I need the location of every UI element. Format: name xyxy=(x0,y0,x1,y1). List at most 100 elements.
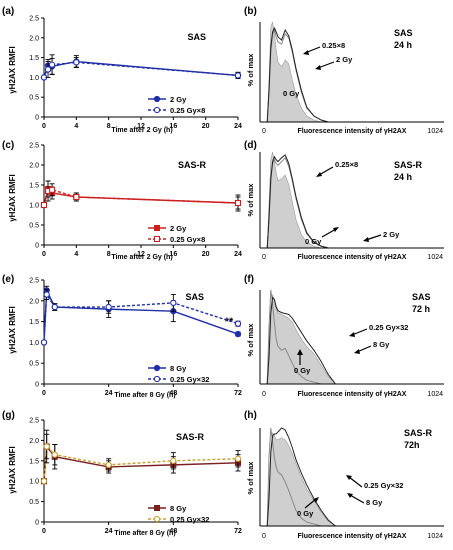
panel-f-x1: 1024 xyxy=(427,391,443,398)
label-single: 8 Gy xyxy=(373,340,390,349)
y-tick-label: 0.5 xyxy=(29,95,39,102)
panel-c-ylabel: γH2AX RMFI xyxy=(8,174,17,222)
panel-d-ylabel: % of max xyxy=(246,183,255,217)
data-point xyxy=(105,303,112,311)
legend-marker xyxy=(153,515,161,523)
panel-b-title-2: 24 h xyxy=(394,40,412,50)
panel-d-x0: 0 xyxy=(262,254,266,261)
x-tick-label: 12 xyxy=(137,123,145,130)
y-tick-label: 2.5 xyxy=(29,143,39,150)
panel-c-xlabel: Time after 2 Gy (h) xyxy=(111,254,172,261)
panel-b-x1: 1024 xyxy=(427,128,443,135)
panel-a-cell: SAS xyxy=(187,32,206,42)
arrowhead xyxy=(363,237,369,242)
arrow-single xyxy=(317,61,335,69)
legend-marker xyxy=(154,505,160,511)
y-tick-label: 1.0 xyxy=(29,203,39,210)
panel-g-ylabel: γH2AX RMFI xyxy=(8,446,17,494)
panel-d-title-2: 24 h xyxy=(394,172,412,182)
panel-b-histogram xyxy=(259,21,444,123)
panel-a-xlabel: Time after 2 Gy (h) xyxy=(111,127,172,134)
panel-h-letter: (h) xyxy=(244,410,257,421)
panel-e-cell: SAS xyxy=(185,292,204,302)
data-point xyxy=(234,199,242,207)
y-tick-label: 2.0 xyxy=(29,298,39,305)
data-point xyxy=(51,451,58,458)
panel-d-letter: (d) xyxy=(244,140,257,151)
x-tick-label: 0 xyxy=(42,390,46,397)
panel-d-annotations: 0.25×8 2 Gy 0 Gy xyxy=(305,160,400,246)
panel-c: (c) γH2AX RMFI Time after 2 Gy (h) SAS-R… xyxy=(2,140,242,261)
arrow-fractionated xyxy=(318,166,334,176)
panel-g-cell: SAS-R xyxy=(176,432,205,442)
y-tick-label: 1.5 xyxy=(29,458,39,465)
panel-e-ylabel: γH2AX RMFI xyxy=(8,306,17,354)
legend-label-frac: 0.25 Gy×32 xyxy=(170,515,209,524)
panel-d-x1: 1024 xyxy=(427,254,443,261)
legend-label-8gy: 8 Gy xyxy=(170,364,187,373)
panel-h-title-1: SAS-R xyxy=(404,428,433,438)
x-tick-label: 24 xyxy=(105,390,113,397)
series-line xyxy=(43,60,239,78)
panel-f-letter: (f) xyxy=(244,274,254,285)
x-tick-label: 24 xyxy=(234,123,242,130)
arrow-fractionated xyxy=(348,476,363,488)
x-tick-label: 24 xyxy=(105,528,113,535)
series-line xyxy=(43,444,239,482)
legend-label-2gy: 2 Gy xyxy=(170,224,187,233)
panel-b-x0: 0 xyxy=(262,128,266,135)
x-tick-label: 16 xyxy=(169,123,177,130)
arrowhead xyxy=(303,50,309,55)
data-point xyxy=(51,303,58,311)
label-control: 0 Gy xyxy=(305,237,322,246)
arrowhead xyxy=(349,332,355,337)
panel-e: (e) γH2AX RMFI Time after 8 Gy (h) SAS *… xyxy=(2,274,242,399)
label-single: 2 Gy xyxy=(336,55,353,64)
arrow-fractionated xyxy=(351,328,368,336)
panel-b-xlabel: Fluorescence intensity of γH2AX xyxy=(298,128,407,135)
arrowhead xyxy=(347,493,353,498)
y-tick-label: 0.5 xyxy=(29,361,39,368)
label-control: 0 Gy xyxy=(283,89,300,98)
y-tick-label: 1.5 xyxy=(29,183,39,190)
data-point xyxy=(48,61,56,68)
panel-f-title-2: 72 h xyxy=(412,304,430,314)
panel-h-histogram xyxy=(259,427,444,527)
panel-d-title-1: SAS-R xyxy=(394,160,423,170)
label-fractionated: 0.25 Gy×32 xyxy=(364,481,403,490)
y-tick-label: 2.5 xyxy=(29,16,39,23)
arrowhead xyxy=(313,497,319,503)
data-point xyxy=(234,72,242,79)
histogram-line xyxy=(266,26,329,123)
legend-marker xyxy=(154,225,160,231)
label-fractionated: 0.25×8 xyxy=(335,160,358,169)
legend-label-8gy: 8 Gy xyxy=(170,504,187,513)
arrow-single xyxy=(365,234,382,241)
panel-d-xlabel: Fluorescence intensity of γH2AX xyxy=(298,254,407,261)
x-tick-label: 8 xyxy=(107,123,111,130)
x-tick-label: 0 xyxy=(42,528,46,535)
y-tick-label: 2.5 xyxy=(29,278,39,285)
panel-f-xlabel: Fluorescence intensity of γH2AX xyxy=(298,391,407,398)
panel-f-annotations: 0.25 Gy×32 8 Gy 0 Gy xyxy=(294,323,408,375)
histogram-line xyxy=(266,296,336,385)
panel-f-histogram xyxy=(259,289,444,385)
y-tick-label: 1.5 xyxy=(29,55,39,62)
panel-f-ylabel: % of max xyxy=(246,323,255,357)
series-line xyxy=(43,189,239,206)
panel-g-letter: (g) xyxy=(2,410,15,421)
panel-e-legend: 8 Gy 0.25 Gy×32 xyxy=(148,364,209,384)
histogram-area xyxy=(266,151,329,249)
x-tick-label: 12 xyxy=(137,251,145,258)
data-point xyxy=(170,457,177,464)
panel-h-x1: 1024 xyxy=(427,533,443,540)
arrowhead xyxy=(354,349,360,354)
panel-b-letter: (b) xyxy=(244,6,257,17)
legend-marker xyxy=(153,375,161,383)
panel-a-letter: (a) xyxy=(2,6,14,17)
x-tick-label: 8 xyxy=(107,251,111,258)
y-tick-label: 0 xyxy=(35,382,39,389)
legend-marker xyxy=(153,364,161,372)
label-control: 0 Gy xyxy=(297,509,314,518)
y-tick-label: 2.0 xyxy=(29,35,39,42)
